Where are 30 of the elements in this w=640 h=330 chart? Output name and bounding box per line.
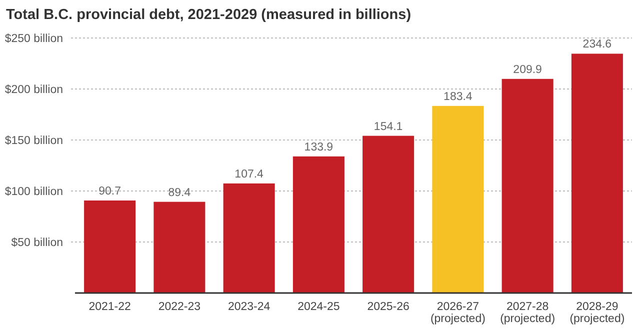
bar bbox=[362, 136, 414, 293]
bar bbox=[432, 106, 484, 293]
data-label: 183.4 bbox=[444, 90, 473, 103]
y-tick-label: $100 billion bbox=[4, 186, 63, 198]
x-tick-label: 2028-29 (projected) bbox=[570, 301, 625, 325]
data-label: 154.1 bbox=[374, 120, 403, 133]
x-tick-label: 2026-27 (projected) bbox=[430, 301, 486, 325]
bar bbox=[84, 200, 136, 293]
data-label: 107.4 bbox=[234, 168, 264, 180]
data-label: 89.4 bbox=[168, 186, 192, 199]
y-tick-label: $150 billion bbox=[4, 135, 63, 148]
x-tick-label: 2027-28 (projected) bbox=[500, 301, 556, 325]
x-tick-label: 2025-26 bbox=[367, 301, 410, 313]
y-tick-label: $50 billion bbox=[11, 237, 63, 250]
x-tick-label: 2023-24 bbox=[228, 301, 271, 313]
x-tick-label: 2024-25 bbox=[298, 301, 340, 313]
chart-title: Total B.C. provincial debt, 2021-2029 (measured in billions) bbox=[6, 7, 412, 23]
bar bbox=[502, 78, 554, 293]
bar bbox=[223, 183, 275, 293]
data-label: 234.6 bbox=[582, 38, 612, 51]
bar bbox=[571, 54, 623, 293]
data-label: 133.9 bbox=[304, 141, 334, 154]
data-label: 90.7 bbox=[98, 185, 122, 198]
bar bbox=[154, 202, 206, 293]
y-tick-label: $250 billion bbox=[4, 33, 63, 46]
data-label: 209.9 bbox=[513, 64, 542, 76]
bar bbox=[292, 156, 344, 293]
x-tick-label: 2022-23 bbox=[158, 301, 201, 313]
x-tick-label: 2021-22 bbox=[88, 301, 131, 313]
y-tick-label: $200 billion bbox=[4, 84, 63, 96]
